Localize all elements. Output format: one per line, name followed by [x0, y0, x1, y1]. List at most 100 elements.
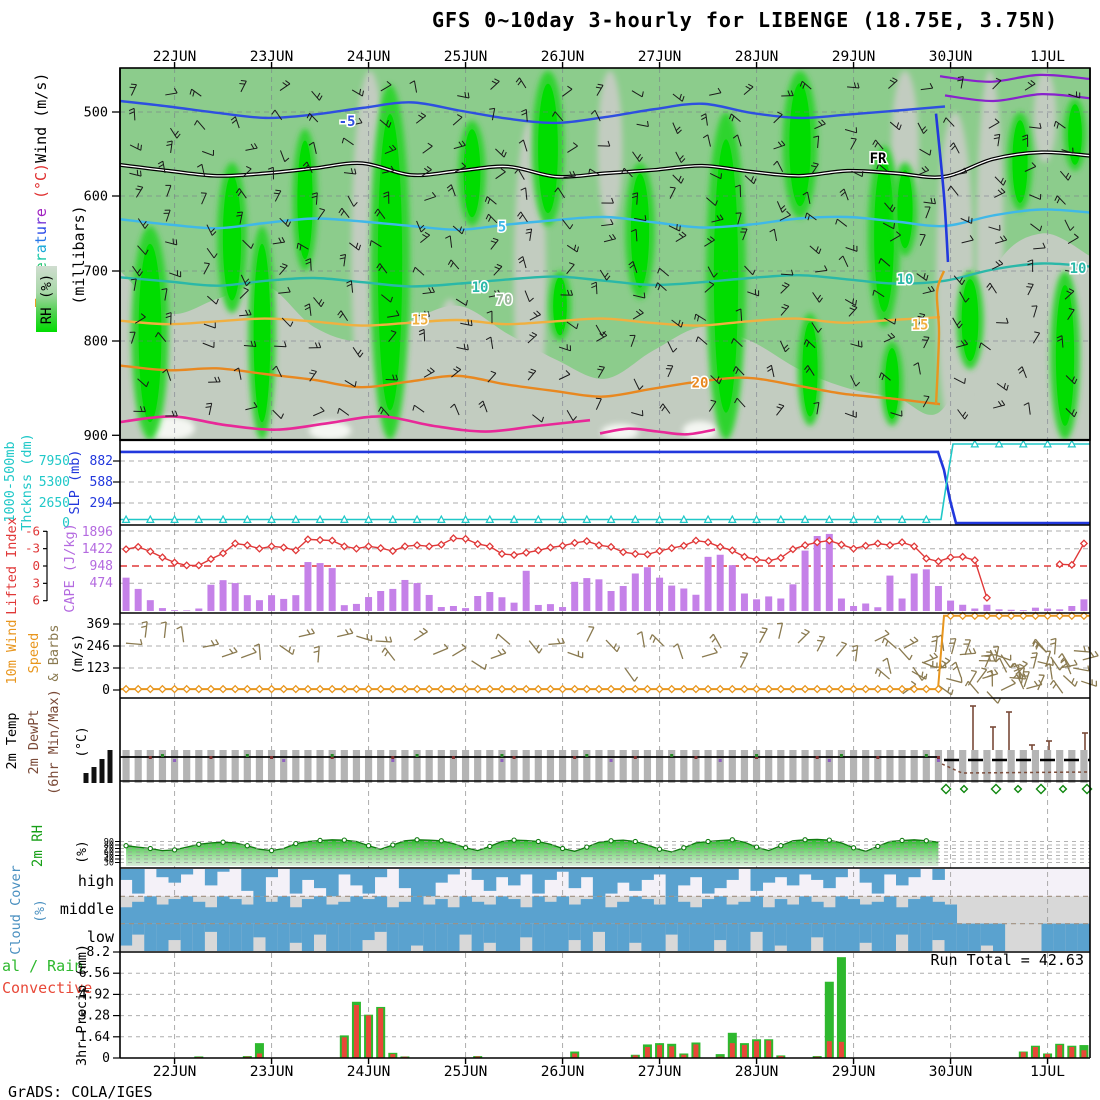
svg-text:8.2: 8.2: [87, 945, 110, 960]
svg-text:10m Wind: 10m Wind: [4, 619, 20, 684]
contour-label: 70: [494, 291, 514, 310]
svg-text:26JUN: 26JUN: [541, 49, 585, 65]
svg-text:900: 900: [84, 428, 108, 444]
svg-text:29JUN: 29JUN: [832, 1064, 876, 1080]
frames: [119, 62, 1091, 1064]
svg-text:(m/s): (m/s): [70, 634, 86, 675]
svg-text:500: 500: [84, 105, 108, 121]
svg-text:-5: -5: [339, 114, 356, 130]
svg-text:6.56: 6.56: [79, 966, 110, 981]
svg-text:10: 10: [1070, 261, 1087, 277]
svg-text:Thcknss (dm): Thcknss (dm): [19, 433, 35, 531]
svg-text:(%): (%): [33, 899, 48, 922]
svg-text:& Barbs: & Barbs: [46, 625, 62, 682]
svg-text:27JUN: 27JUN: [638, 1064, 682, 1080]
svg-text:70: 70: [496, 292, 513, 308]
svg-text:1000-500mb: 1000-500mb: [2, 441, 18, 522]
svg-text:948: 948: [90, 559, 113, 574]
contour-label: 5: [496, 218, 507, 237]
svg-text:1.64: 1.64: [79, 1030, 110, 1045]
svg-text:6: 6: [32, 593, 40, 608]
svg-text:26JUN: 26JUN: [541, 1064, 585, 1080]
svg-text:2m DewPt: 2m DewPt: [26, 709, 42, 774]
svg-text:90: 90: [104, 837, 114, 847]
svg-text:22JUN: 22JUN: [153, 1064, 197, 1080]
svg-text:30: 30: [104, 858, 114, 868]
svg-text:SLP (mb): SLP (mb): [67, 449, 83, 514]
grads-credit: GrADS: COLA/IGES: [8, 1083, 153, 1100]
svg-text:40: 40: [104, 855, 114, 865]
svg-text:246: 246: [87, 639, 110, 654]
contour-label: 15: [910, 316, 930, 335]
svg-text:1422: 1422: [82, 542, 113, 557]
svg-text:3.28: 3.28: [79, 1009, 110, 1024]
svg-text:27JUN: 27JUN: [638, 49, 682, 65]
panel-t2m: [83, 705, 1093, 795]
svg-text:50: 50: [104, 851, 114, 861]
svg-text:3hr Precip (mm): 3hr Precip (mm): [74, 944, 90, 1066]
svg-text:30JUN: 30JUN: [929, 1064, 973, 1080]
svg-text:3: 3: [32, 575, 40, 590]
svg-text:Speed: Speed: [26, 633, 42, 674]
contour-label: 20: [690, 374, 710, 393]
svg-text:700: 700: [84, 264, 108, 280]
svg-text:high: high: [78, 872, 114, 890]
upper-wind-barbs: [128, 76, 1081, 423]
svg-text:588: 588: [90, 475, 113, 490]
svg-text:28JUN: 28JUN: [735, 49, 779, 65]
panel-upper-air: [120, 68, 1090, 440]
svg-text:882: 882: [90, 454, 113, 469]
svg-text:(%): (%): [75, 840, 90, 863]
svg-text:70: 70: [104, 844, 114, 854]
svg-text:-6: -6: [25, 523, 40, 538]
svg-text:29JUN: 29JUN: [832, 49, 876, 65]
svg-text:294: 294: [90, 496, 114, 511]
svg-text:25JUN: 25JUN: [444, 1064, 488, 1080]
svg-text:0: 0: [102, 683, 110, 698]
panel-precip: Run Total = 42.63: [120, 951, 1090, 1058]
svg-text:25JUN: 25JUN: [444, 49, 488, 65]
svg-text:10: 10: [472, 280, 489, 296]
svg-text:(°C): (°C): [75, 726, 90, 757]
contour-label: 15: [410, 311, 430, 330]
svg-text:15: 15: [912, 318, 929, 334]
svg-text:FR: FR: [870, 151, 887, 167]
svg-text:369: 369: [87, 617, 110, 632]
svg-text:0: 0: [62, 516, 70, 531]
svg-text:Convective: Convective: [2, 979, 92, 997]
panel-li-cape: [120, 530, 1090, 611]
contour-label: 10: [895, 271, 915, 290]
svg-text:30JUN: 30JUN: [929, 49, 973, 65]
svg-text:Run Total = 42.63: Run Total = 42.63: [930, 951, 1084, 969]
svg-text:2m RH: 2m RH: [30, 825, 46, 867]
svg-text:2m Temp: 2m Temp: [4, 713, 20, 770]
svg-text:20: 20: [692, 375, 709, 391]
svg-text:5300: 5300: [39, 475, 70, 490]
svg-text:4.92: 4.92: [79, 987, 110, 1002]
svg-text:1JUL: 1JUL: [1030, 49, 1065, 65]
panel-rh2m: [120, 837, 1090, 866]
svg-text:474: 474: [90, 576, 114, 591]
panel-wind10m: [120, 611, 1099, 704]
svg-text:1JUL: 1JUL: [1030, 1064, 1065, 1080]
svg-text:24JUN: 24JUN: [347, 49, 391, 65]
svg-text:28JUN: 28JUN: [735, 1064, 779, 1080]
svg-text:0: 0: [102, 1051, 110, 1066]
svg-text:low: low: [87, 928, 115, 946]
panel-cloud: [120, 869, 1091, 951]
svg-text:24JUN: 24JUN: [347, 1064, 391, 1080]
svg-text:5: 5: [498, 220, 506, 236]
svg-text:Lifted Index: Lifted Index: [4, 517, 20, 615]
svg-text:-3: -3: [25, 541, 40, 556]
contour-label: 10: [1068, 259, 1088, 278]
svg-text:22JUN: 22JUN: [153, 49, 197, 65]
svg-text:800: 800: [84, 334, 108, 350]
svg-text:0: 0: [32, 558, 40, 573]
svg-text:80: 80: [104, 841, 114, 851]
contour-label: -5: [337, 113, 357, 132]
svg-text:1896: 1896: [82, 525, 113, 540]
contour-label: 10: [470, 278, 490, 297]
day-gridlines: [174, 440, 1049, 1058]
